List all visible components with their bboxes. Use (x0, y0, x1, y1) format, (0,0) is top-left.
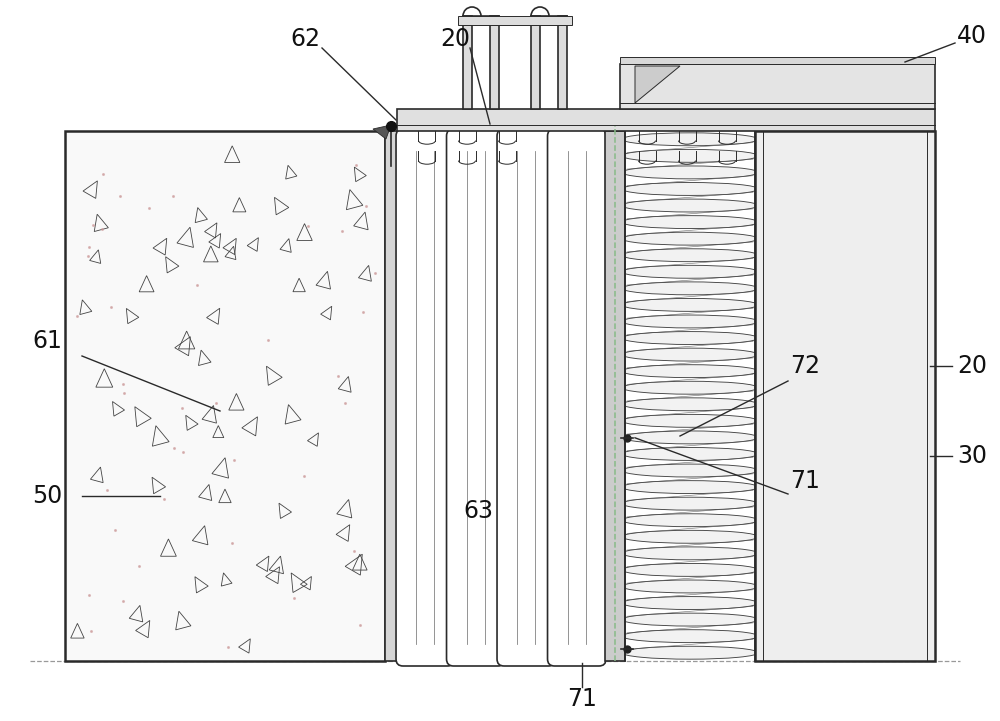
FancyBboxPatch shape (447, 129, 505, 666)
Ellipse shape (622, 166, 758, 179)
Text: 72: 72 (790, 354, 820, 378)
Ellipse shape (622, 348, 758, 361)
Ellipse shape (622, 282, 758, 295)
Ellipse shape (622, 265, 758, 278)
Bar (558, 16, 567, 109)
Ellipse shape (622, 216, 758, 229)
Text: 63: 63 (463, 499, 493, 523)
Bar (605, 131, 625, 661)
FancyBboxPatch shape (396, 129, 454, 666)
Ellipse shape (622, 315, 758, 328)
Polygon shape (635, 66, 680, 103)
Ellipse shape (622, 448, 758, 461)
Text: 20: 20 (440, 27, 470, 51)
Bar (620, 64, 935, 109)
Ellipse shape (622, 497, 758, 510)
Bar (397, 109, 935, 131)
Bar (463, 16, 472, 109)
Text: 40: 40 (957, 24, 987, 48)
Bar (463, 16, 499, 25)
Ellipse shape (622, 563, 758, 576)
Bar (490, 16, 499, 109)
Bar (755, 131, 935, 661)
Ellipse shape (622, 133, 758, 146)
Text: 30: 30 (957, 444, 987, 468)
Ellipse shape (622, 464, 758, 477)
Bar (65, 131, 385, 661)
Ellipse shape (622, 547, 758, 559)
Ellipse shape (622, 415, 758, 428)
Ellipse shape (622, 199, 758, 212)
Ellipse shape (622, 481, 758, 494)
Ellipse shape (622, 629, 758, 642)
Ellipse shape (622, 249, 758, 262)
Polygon shape (373, 125, 391, 139)
Text: 62: 62 (290, 27, 320, 51)
FancyBboxPatch shape (497, 129, 555, 666)
Bar (531, 16, 540, 109)
Ellipse shape (622, 149, 758, 162)
Text: 20: 20 (957, 354, 987, 378)
Ellipse shape (622, 514, 758, 526)
Text: 71: 71 (567, 687, 597, 711)
Text: 61: 61 (32, 329, 62, 353)
Ellipse shape (622, 431, 758, 444)
Ellipse shape (622, 332, 758, 345)
Ellipse shape (622, 398, 758, 411)
Text: 71: 71 (790, 469, 820, 493)
Ellipse shape (622, 298, 758, 311)
Bar (531, 16, 567, 25)
FancyBboxPatch shape (548, 129, 606, 666)
Ellipse shape (622, 232, 758, 245)
Ellipse shape (622, 596, 758, 609)
Ellipse shape (622, 381, 758, 394)
Ellipse shape (622, 182, 758, 195)
Bar (458, 16, 572, 25)
Ellipse shape (622, 580, 758, 593)
Text: 50: 50 (32, 484, 62, 508)
Bar (620, 57, 935, 64)
Ellipse shape (622, 531, 758, 543)
Ellipse shape (622, 365, 758, 378)
Bar (385, 131, 397, 661)
Ellipse shape (622, 613, 758, 626)
Ellipse shape (622, 646, 758, 659)
